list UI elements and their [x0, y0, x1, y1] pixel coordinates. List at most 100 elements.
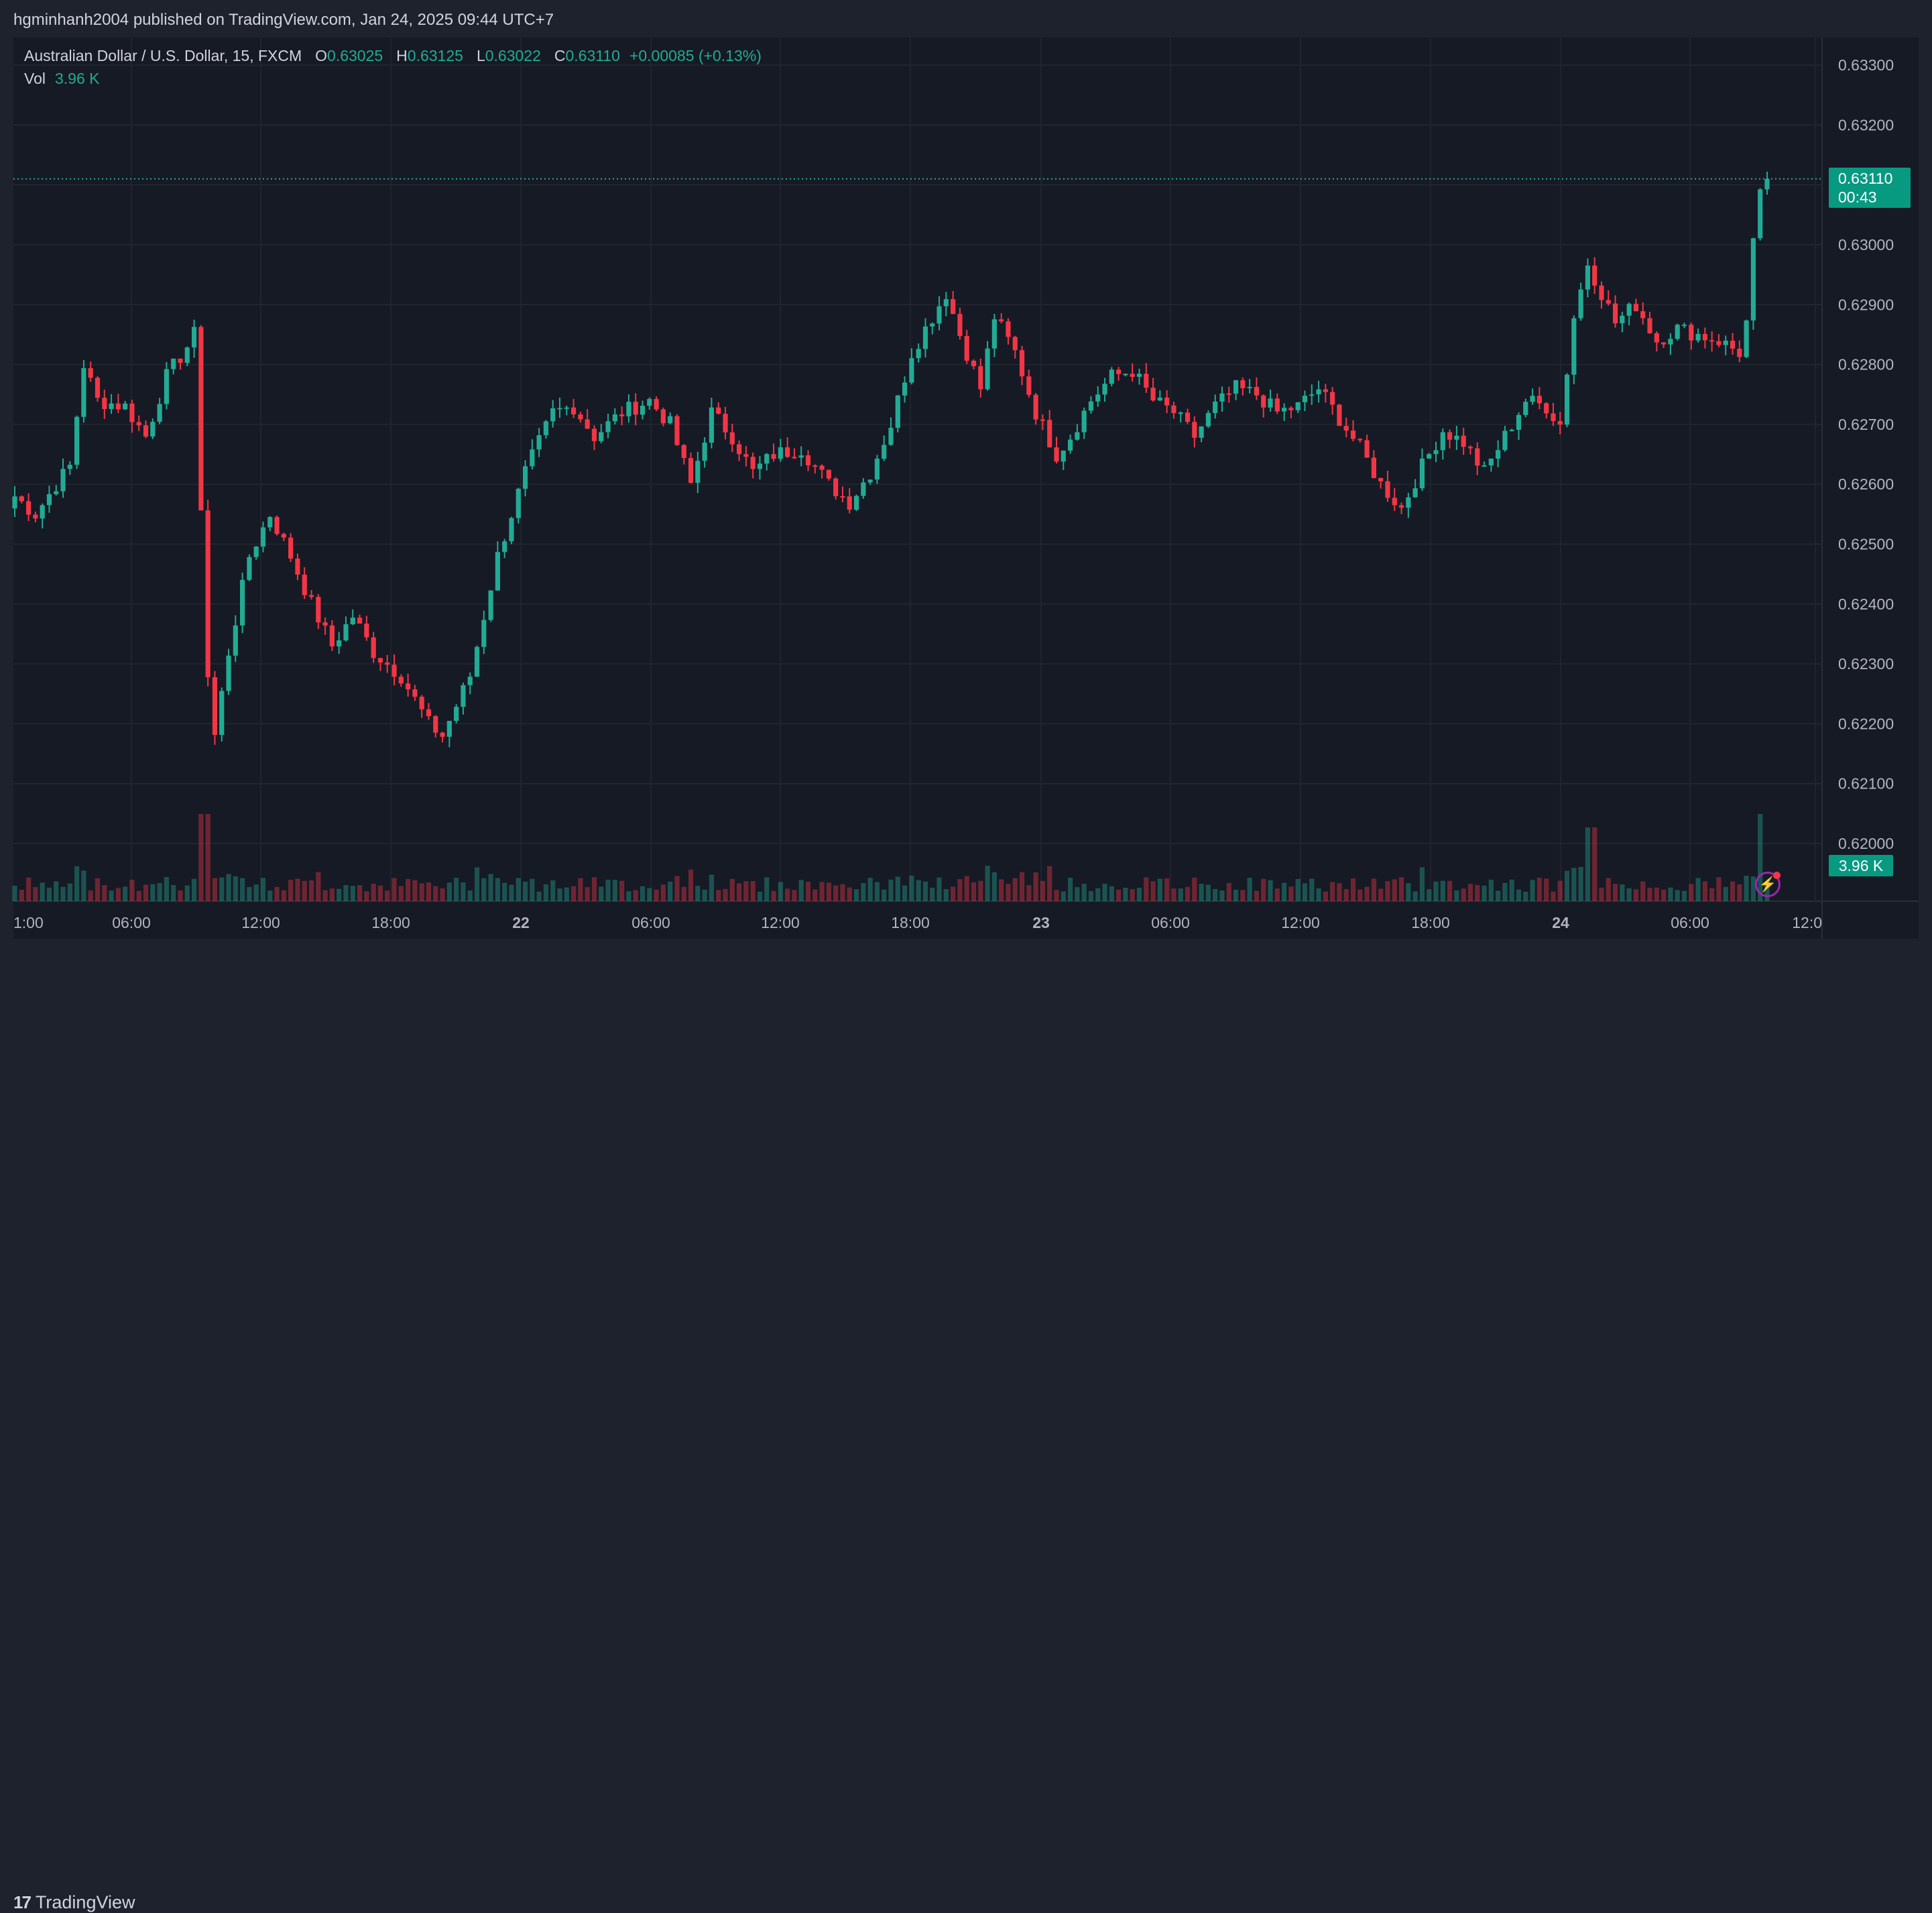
volume-bar	[668, 881, 673, 901]
x-axis-tick-label: 12:00	[761, 914, 800, 931]
candle-body	[1633, 304, 1639, 312]
volume-bar	[702, 889, 707, 901]
candle-body	[957, 314, 963, 337]
candle-body	[1282, 408, 1287, 412]
candle-body	[874, 459, 880, 480]
volume-bar	[654, 889, 659, 901]
candle-body	[681, 445, 686, 459]
volume-bar	[88, 890, 93, 901]
candle-body	[757, 463, 763, 469]
x-axis-tick-label: 06:00	[112, 914, 151, 931]
candle-body	[792, 457, 797, 459]
candle-body	[1571, 318, 1577, 375]
volume-bar	[1406, 883, 1411, 901]
volume-bar	[1157, 878, 1162, 901]
candle-body	[109, 403, 114, 409]
candle-body	[25, 501, 32, 515]
candle-body	[191, 327, 197, 348]
candle-body	[46, 494, 52, 506]
volume-bar	[798, 880, 804, 901]
volume-bar	[888, 879, 894, 901]
volume-bar	[1440, 880, 1445, 901]
candle-body	[1157, 397, 1162, 401]
candle-body	[1061, 450, 1066, 462]
lightning-icon[interactable]: ⚡	[1755, 872, 1780, 897]
candle-body	[95, 378, 101, 398]
volume-bar	[495, 878, 500, 901]
candle-body	[605, 421, 611, 432]
candle-body	[157, 404, 162, 422]
volume-bar	[1509, 879, 1514, 901]
symbol-description: Australian Dollar / U.S. Dollar, 15, FXC…	[24, 47, 302, 64]
candle-body	[888, 427, 894, 445]
candle-body	[253, 546, 259, 557]
volume-bar	[591, 877, 597, 901]
last-price-tag: 0.63110 00:43	[1829, 168, 1911, 208]
candle-body	[978, 366, 983, 390]
candle-body	[1019, 350, 1025, 377]
volume-bar	[1523, 891, 1528, 901]
volume-bar	[1723, 886, 1728, 901]
candle-body	[599, 432, 604, 441]
candle-body	[1695, 334, 1701, 341]
x-axis-tick-label: 23	[1032, 914, 1050, 931]
candle-body	[1681, 325, 1687, 327]
volume-bar	[205, 814, 210, 901]
candle-body	[626, 402, 631, 416]
volume-bar	[1288, 886, 1294, 901]
volume-bar	[308, 880, 314, 901]
candle-body	[1440, 432, 1445, 451]
candle-body	[1144, 373, 1149, 388]
candle-body	[129, 403, 135, 422]
volume-bar	[957, 879, 963, 901]
candle-body	[1199, 426, 1204, 438]
volume-bar	[1254, 890, 1260, 901]
volume-bar	[67, 883, 72, 901]
volume-bar	[267, 890, 273, 901]
volume-bar	[1067, 878, 1073, 901]
bar-countdown: 00:43	[1838, 188, 1877, 206]
x-axis-tick-label: 1:00	[13, 914, 44, 931]
volume-bar	[260, 878, 266, 901]
volume-bar	[1647, 888, 1652, 901]
volume-bar	[488, 874, 493, 901]
volume-bar	[1274, 888, 1280, 901]
volume-bar	[1467, 884, 1473, 901]
candle-body	[364, 624, 369, 638]
volume-bar	[1019, 872, 1025, 901]
candle-body	[1047, 420, 1052, 448]
volume-bar	[1447, 880, 1453, 901]
candle-body	[723, 414, 728, 432]
candlestick-chart[interactable]: 0.633000.632000.631000.630000.629000.628…	[0, 0, 1932, 987]
candle-body	[81, 367, 86, 417]
tradingview-logo[interactable]: 17 TradingView	[13, 1892, 135, 1913]
candle-body	[1606, 300, 1611, 304]
ohlc-high: H0.63125	[396, 47, 463, 64]
candle-body	[1219, 393, 1225, 402]
volume-bar	[322, 890, 328, 901]
candle-body	[1254, 387, 1260, 396]
volume-bar	[805, 882, 811, 901]
volume-bar	[764, 877, 770, 901]
candle-body	[1123, 373, 1128, 375]
volume-bar	[1551, 891, 1556, 901]
volume-bar	[461, 882, 466, 901]
candle-body	[909, 358, 914, 383]
volume-bar	[1496, 890, 1501, 901]
volume-bar	[1585, 827, 1591, 901]
volume-bar	[1185, 886, 1191, 901]
volume-bar	[681, 886, 686, 901]
volume-bar	[543, 884, 549, 901]
candle-body	[198, 327, 204, 511]
volume-bar	[1343, 888, 1349, 901]
volume-bar	[1606, 878, 1611, 901]
candle-body	[226, 655, 231, 691]
volume-bar	[874, 882, 880, 901]
candle-body	[102, 398, 107, 409]
chart-pane[interactable]	[13, 38, 1919, 939]
volume-bar	[74, 866, 80, 901]
candle-body	[267, 517, 273, 528]
candle-body	[1088, 401, 1094, 411]
volume-bar	[233, 876, 238, 901]
candle-body	[1385, 481, 1390, 498]
